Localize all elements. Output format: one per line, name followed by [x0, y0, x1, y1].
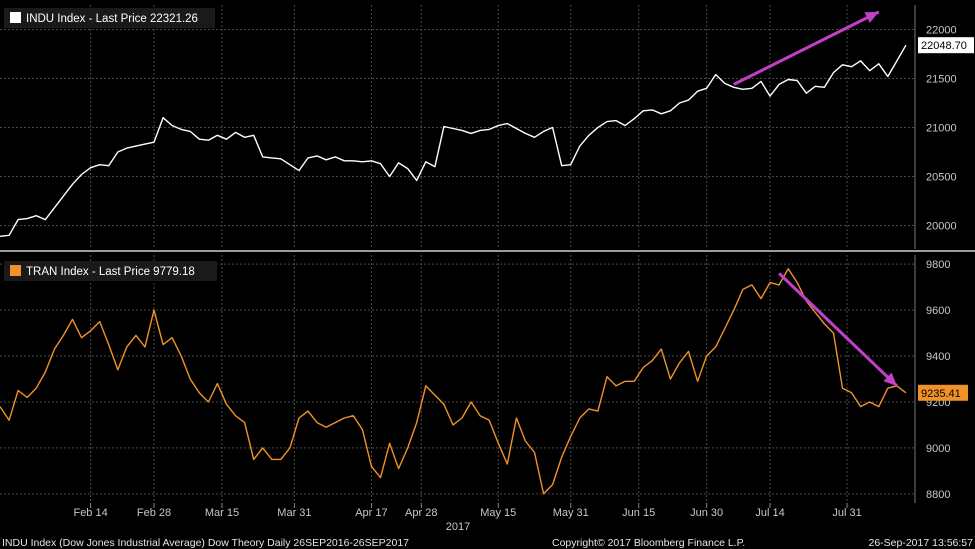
tran-trend-arrow [778, 272, 898, 387]
indu-y-axis: 20000 20500 21000 21500 22000 [914, 5, 957, 249]
x-tick-label-8: Jun 15 [622, 507, 655, 519]
tran-last-price-marker: 9235.41 [918, 384, 968, 401]
x-tick-label-4: Apr 17 [355, 507, 387, 519]
indu-y-tick-4: 22000 [926, 24, 957, 36]
tran-arrow-head [883, 372, 897, 386]
indu-trend-arrow [733, 10, 880, 86]
footer-timestamp: 26-Sep-2017 13:56:57 [868, 537, 973, 549]
tran-y-tick-5: 9800 [926, 259, 950, 271]
x-tick-label-9: Jun 30 [690, 507, 723, 519]
indu-y-tick-1: 20500 [926, 171, 957, 183]
indu-y-tick-0: 20000 [926, 220, 957, 232]
tran-price-line [0, 268, 907, 495]
indu-gridlines [0, 5, 915, 249]
indu-arrow-head [864, 11, 879, 24]
footer-background [0, 535, 975, 549]
footer: INDU Index (Dow Jones Industrial Average… [0, 535, 975, 549]
footer-copyright: Copyright© 2017 Bloomberg Finance L.P. [552, 537, 745, 549]
x-tick-label-2: Mar 15 [205, 507, 239, 519]
indu-last-price-label: 22048.70 [921, 40, 967, 52]
x-tick-label-5: Apr 28 [405, 507, 437, 519]
x-axis: 2017 Feb 14 Feb 28 Mar 15 Mar 31 Apr 17 Apr 2… [73, 503, 862, 533]
tran-y-tick-1: 9000 [926, 443, 950, 455]
x-tick-label-10: Jul 14 [755, 507, 784, 519]
indu-last-price-marker: 22048.70 [918, 37, 974, 54]
footer-description: INDU Index (Dow Jones Industrial Average… [2, 537, 409, 549]
indu-y-tick-3: 21500 [926, 73, 957, 85]
x-tick-label-7: May 31 [553, 507, 589, 519]
tran-y-tick-4: 9600 [926, 305, 950, 317]
tran-y-tick-0: 8800 [926, 489, 950, 501]
x-axis-year-label: 2017 [446, 521, 470, 533]
indu-last-price-box [918, 37, 974, 54]
indu-legend-box [4, 8, 215, 28]
x-tick-label-6: May 15 [480, 507, 516, 519]
tran-legend-swatch [10, 265, 21, 276]
indu-price-line [0, 44, 907, 237]
x-tick-label-3: Mar 31 [277, 507, 311, 519]
x-tick-label-1: Feb 28 [137, 507, 171, 519]
indu-legend: INDU Index - Last Price 22321.26 [4, 8, 215, 28]
indu-legend-label: INDU Index - Last Price 22321.26 [26, 13, 198, 25]
x-tick-label-0: Feb 14 [73, 507, 107, 519]
tran-last-price-label: 9235.41 [921, 388, 961, 400]
tran-arrow-shaft [778, 272, 898, 387]
tran-legend-label: TRAN Index - Last Price 9779.18 [26, 266, 195, 278]
indu-arrow-shaft [733, 10, 880, 86]
tran-last-price-box [918, 384, 968, 401]
tran-legend-box [4, 261, 217, 281]
indu-legend-swatch [10, 12, 21, 23]
indu-y-tick-2: 21000 [926, 122, 957, 134]
indu-panel: 20000 20500 21000 21500 22000 INDU Index - L… [0, 5, 974, 249]
x-tick-label-11: Jul 31 [832, 507, 861, 519]
tran-legend: TRAN Index - Last Price 9779.18 [4, 261, 217, 281]
tran-y-tick-3: 9400 [926, 351, 950, 363]
